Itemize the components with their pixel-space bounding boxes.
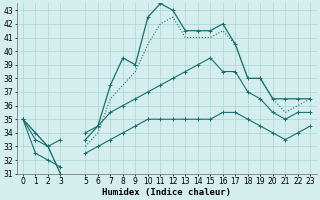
X-axis label: Humidex (Indice chaleur): Humidex (Indice chaleur) — [102, 188, 231, 197]
